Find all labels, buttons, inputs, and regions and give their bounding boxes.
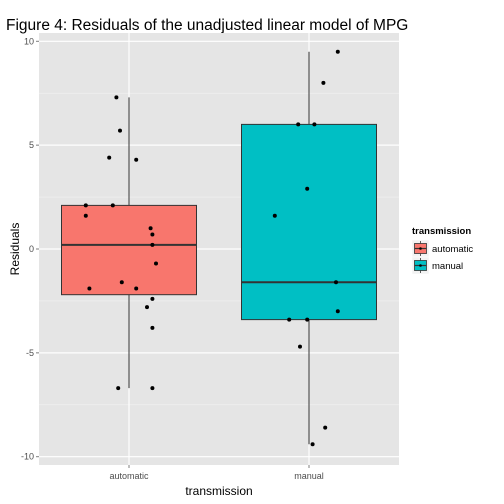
x-tick-label: automatic xyxy=(109,471,149,481)
point-automatic xyxy=(134,157,139,162)
legend-title: transmission xyxy=(412,226,471,237)
point-automatic xyxy=(107,155,112,160)
legend-key-point-automatic xyxy=(419,247,422,250)
point-automatic xyxy=(150,325,155,330)
legend-label-automatic: automatic xyxy=(432,244,473,255)
legend-key-point-manual xyxy=(419,264,422,267)
point-manual xyxy=(310,442,315,447)
point-automatic xyxy=(116,386,121,391)
data-points xyxy=(83,49,340,447)
point-manual xyxy=(312,122,317,127)
point-manual xyxy=(334,280,338,285)
y-tick-label: 10 xyxy=(24,36,34,46)
point-automatic xyxy=(150,242,155,247)
legend-label-manual: manual xyxy=(432,261,463,272)
point-manual xyxy=(335,309,340,314)
point-manual xyxy=(335,49,340,54)
point-automatic xyxy=(119,280,124,285)
point-automatic xyxy=(150,232,155,237)
point-manual xyxy=(305,186,310,191)
x-tick-label: manual xyxy=(294,471,324,481)
y-tick-label: 0 xyxy=(29,244,34,254)
y-tick-label: 5 xyxy=(29,140,34,150)
point-manual xyxy=(272,213,277,218)
point-automatic xyxy=(110,203,115,208)
point-automatic xyxy=(118,128,122,133)
point-manual xyxy=(298,344,302,349)
point-automatic xyxy=(87,286,92,291)
point-automatic xyxy=(150,296,155,301)
point-automatic xyxy=(83,203,88,208)
axes: -10 -5 0 5 10 automatic manual xyxy=(21,36,324,481)
legend: transmission automatic manual xyxy=(411,226,473,275)
point-automatic xyxy=(150,386,155,391)
point-automatic xyxy=(134,286,139,291)
y-tick-label: -10 xyxy=(21,452,34,462)
box-manual xyxy=(241,123,377,321)
point-automatic xyxy=(145,305,149,310)
point-manual xyxy=(323,425,328,430)
point-manual xyxy=(296,122,301,127)
chart-title: Figure 4: Residuals of the unadjusted li… xyxy=(6,17,408,34)
box-automatic xyxy=(61,204,197,296)
point-automatic xyxy=(114,95,119,100)
boxes xyxy=(61,51,377,445)
x-axis-title: transmission xyxy=(185,484,252,498)
point-manual xyxy=(321,80,326,85)
point-manual xyxy=(287,317,292,322)
point-automatic xyxy=(148,226,153,231)
point-automatic xyxy=(154,261,158,266)
y-axis-title: Residuals xyxy=(8,223,22,276)
point-manual xyxy=(305,317,310,322)
point-automatic xyxy=(83,213,88,218)
y-tick-label: -5 xyxy=(26,348,34,358)
